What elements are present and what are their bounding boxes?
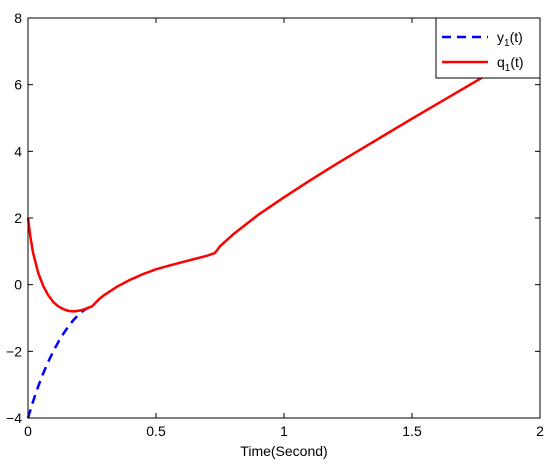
tick-layer: 0 0.5 1 1.5 2 −4 −2 0 2 4 6 8 [6, 10, 544, 439]
legend-label-y1: y1(t) [497, 29, 523, 49]
y-tick-label: −4 [6, 410, 22, 426]
legend-box [435, 17, 541, 79]
y-tick-label: −2 [6, 343, 22, 359]
y-tick-label: 0 [14, 277, 22, 293]
x-tick-label: 1.5 [402, 423, 422, 439]
plot-area [28, 18, 540, 418]
x-tick-label: 0.5 [146, 423, 166, 439]
series-layer [26, 46, 541, 419]
y-tick-label: 8 [14, 10, 22, 26]
y-tick-label: 4 [14, 143, 22, 159]
y-tick-label: 2 [14, 210, 22, 226]
x-tick-label: 2 [536, 423, 544, 439]
x-axis-label: Time(Second) [240, 443, 327, 459]
legend: y1(t) q1(t) [435, 17, 541, 79]
legend-label-q1: q1(t) [497, 54, 524, 74]
x-tick-label: 0 [24, 423, 32, 439]
series-line-q1 [26, 46, 541, 313]
x-tick-label: 1 [280, 423, 288, 439]
y-tick-label: 6 [14, 77, 22, 93]
